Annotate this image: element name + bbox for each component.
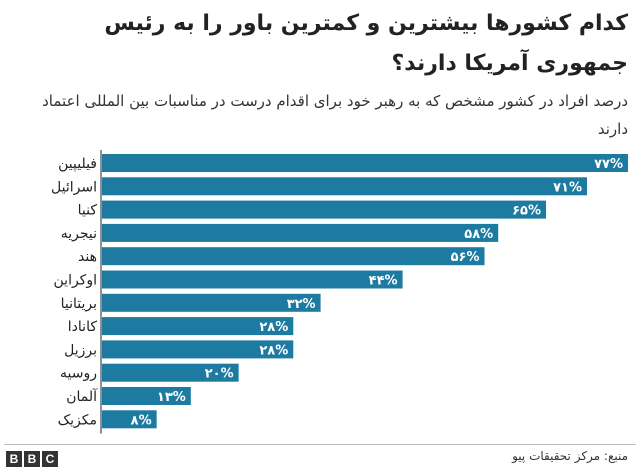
bbc-logo-letter-3: C xyxy=(42,451,58,467)
bbc-logo-letter-2: B xyxy=(24,451,40,467)
bbc-logo-letter-1: B xyxy=(6,451,22,467)
category-label: اسرائیل xyxy=(51,179,97,195)
chart-title: کدام کشورها بیشترین و کمترین باور را به … xyxy=(104,11,628,76)
value-label: ۵۸% xyxy=(464,227,493,242)
value-label: ۸% xyxy=(131,413,152,428)
source-note: منبع: مرکز تحقیقات پیو xyxy=(512,449,628,463)
category-label: برزیل xyxy=(64,342,97,358)
value-label: ۳۲% xyxy=(287,297,316,312)
value-label: ۴۴% xyxy=(369,274,398,289)
bar xyxy=(102,223,499,242)
category-label: فیلیپین xyxy=(58,156,97,172)
value-label: ۲۰% xyxy=(205,367,234,382)
value-label: ۷۱% xyxy=(553,180,582,195)
value-label: ۲۸% xyxy=(259,320,288,335)
bar xyxy=(102,340,294,359)
value-label: ۶۵% xyxy=(512,204,541,219)
value-label: ۲۸% xyxy=(259,343,288,358)
category-label: آلمان xyxy=(66,388,98,405)
category-label: کانادا xyxy=(68,319,98,335)
bar xyxy=(102,247,485,266)
value-label: ۵۶% xyxy=(451,250,480,265)
bar xyxy=(102,270,403,289)
category-label: روسیه xyxy=(60,366,97,382)
bar xyxy=(102,200,547,219)
footer-divider xyxy=(4,444,636,445)
bar xyxy=(102,177,588,196)
category-label: هند xyxy=(78,249,97,265)
bar xyxy=(102,317,294,336)
value-label: ۷۷% xyxy=(594,157,623,172)
bbc-logo: B B C xyxy=(6,451,58,467)
bar xyxy=(102,154,628,172)
category-label: بریتانیا xyxy=(61,296,97,312)
category-label: اوکراین xyxy=(54,273,97,289)
chart-subtitle: درصد افراد در کشور مشخص که به رهبر خود ب… xyxy=(42,92,628,138)
bar xyxy=(102,387,191,405)
category-label: مکزیک xyxy=(58,412,97,428)
bar xyxy=(102,363,239,382)
value-label: ۱۳% xyxy=(157,390,186,405)
bar xyxy=(102,410,157,429)
bar xyxy=(102,293,321,312)
bar-chart: فیلیپین ۷۷% اسرائیل ۷۱% کنیا ۶۵% نیجریه ۵۸% هند ۵… xyxy=(51,150,628,434)
category-label: کنیا xyxy=(78,203,98,219)
category-label: نیجریه xyxy=(61,226,97,242)
